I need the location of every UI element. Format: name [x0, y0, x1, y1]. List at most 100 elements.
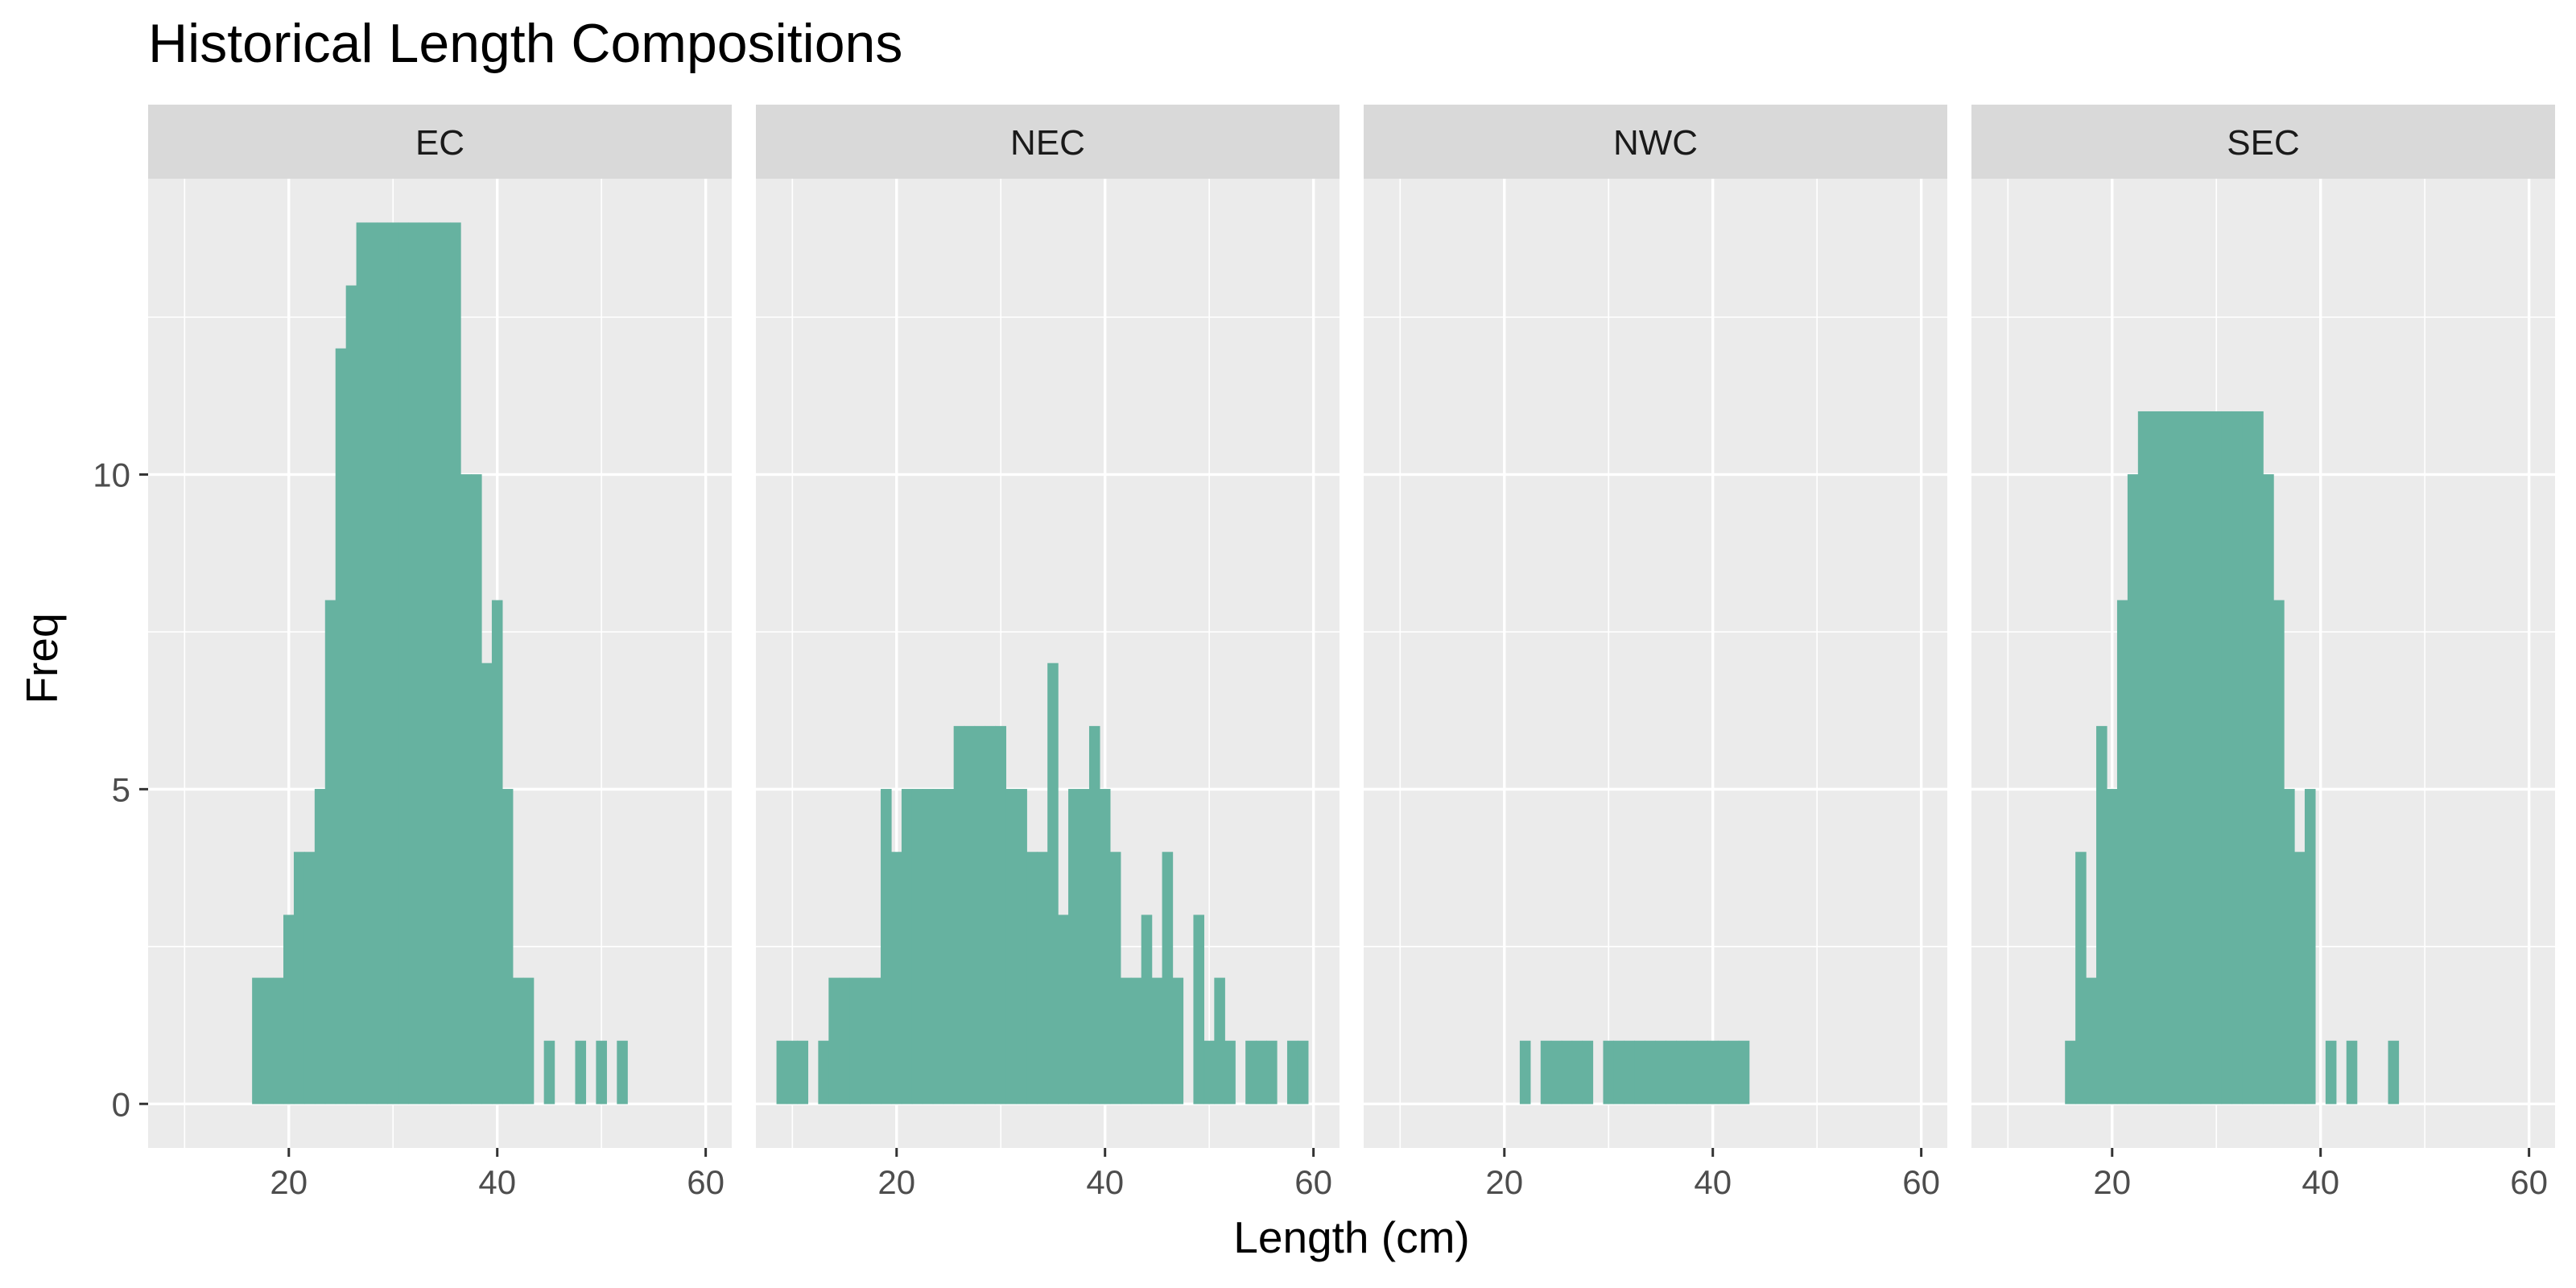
- histogram-bar: [293, 852, 305, 1104]
- histogram-bar: [512, 977, 524, 1104]
- facet-strip-label: NWC: [1613, 123, 1698, 163]
- histogram-bar: [2096, 725, 2107, 1104]
- x-tick-label: 40: [1086, 1163, 1124, 1201]
- facet-panel-ec: EC 20 40 60: [148, 105, 732, 1201]
- x-tick-label: 40: [1694, 1163, 1732, 1201]
- histogram-bar: [1141, 914, 1153, 1104]
- histogram-bar: [2158, 411, 2170, 1104]
- facet-strip-label: EC: [415, 123, 464, 163]
- histogram-bar: [2065, 1040, 2076, 1104]
- x-tick-label: 40: [2301, 1163, 2339, 1201]
- histogram-bar: [387, 222, 399, 1104]
- histogram-bar: [429, 222, 440, 1104]
- histogram-bar: [1224, 1040, 1236, 1104]
- histogram-bar: [2137, 411, 2149, 1104]
- histogram-bar: [617, 1040, 628, 1104]
- histogram-bar: [1151, 977, 1163, 1104]
- histogram-bar: [1550, 1040, 1563, 1104]
- histogram-bar: [1540, 1040, 1552, 1104]
- histogram-bar: [1624, 1040, 1635, 1104]
- histogram-bar: [2294, 852, 2306, 1104]
- histogram-bar: [1016, 789, 1027, 1104]
- histogram-bar: [870, 977, 881, 1104]
- histogram-bar: [828, 977, 840, 1104]
- facet-strip-label: NEC: [1010, 123, 1085, 163]
- histogram-bar: [1203, 1040, 1215, 1104]
- histogram-bar: [1676, 1040, 1687, 1104]
- histogram-bar: [1120, 977, 1132, 1104]
- histogram-bar: [1256, 1040, 1267, 1104]
- histogram-bar: [303, 852, 316, 1104]
- histogram-bar: [491, 600, 503, 1104]
- histogram-bar: [502, 789, 514, 1104]
- histogram-bar: [450, 222, 461, 1104]
- histogram-bar: [252, 977, 263, 1104]
- histogram-bar: [2179, 411, 2191, 1104]
- histogram-bar: [1655, 1040, 1666, 1104]
- histogram-bar: [2116, 600, 2128, 1104]
- histogram-bar: [345, 285, 357, 1104]
- histogram-bar: [797, 1040, 809, 1104]
- facet-panel-nec: NEC 20 40 60: [756, 105, 1340, 1201]
- histogram-bar: [1696, 1040, 1708, 1104]
- y-axis-title: Freq: [17, 613, 67, 704]
- histogram-bar: [818, 1040, 829, 1104]
- histogram-bar: [2221, 411, 2232, 1104]
- histogram-bar: [839, 977, 850, 1104]
- histogram-bar: [1297, 1040, 1309, 1104]
- histogram-bar: [891, 852, 902, 1104]
- histogram-bar: [985, 725, 997, 1104]
- x-tick-label: 60: [1294, 1163, 1332, 1201]
- histogram-bar: [440, 222, 451, 1104]
- histogram-bar: [2273, 600, 2285, 1104]
- histogram-bar: [356, 222, 368, 1104]
- histogram-bar: [2284, 789, 2295, 1104]
- x-tick-label: 20: [270, 1163, 308, 1201]
- histogram-bar: [860, 977, 871, 1104]
- histogram-bar: [964, 725, 976, 1104]
- histogram-bar: [1130, 977, 1142, 1104]
- histogram-bar: [1193, 914, 1204, 1104]
- x-tick-label: 20: [2093, 1163, 2131, 1201]
- histogram-bar: [335, 348, 347, 1104]
- histogram-bar: [1109, 852, 1121, 1104]
- histogram-bar: [2127, 474, 2139, 1104]
- histogram-bar: [2086, 977, 2097, 1104]
- histogram-bar: [314, 789, 326, 1104]
- histogram-bar: [398, 222, 409, 1104]
- histogram-bar: [1286, 1040, 1298, 1104]
- histogram-bar: [922, 789, 934, 1104]
- histogram-bar: [1068, 789, 1080, 1104]
- facet-strip: [1971, 105, 2555, 179]
- facet-panel-sec: SEC 20 40 60: [1971, 105, 2555, 1201]
- facet-strip: [148, 105, 732, 179]
- histogram-bar: [408, 222, 419, 1104]
- histogram-bar: [575, 1040, 587, 1104]
- histogram-bar: [1058, 914, 1069, 1104]
- histogram-bar: [522, 977, 535, 1104]
- histogram-bar: [481, 663, 493, 1104]
- facet-strip: [1364, 105, 1947, 179]
- x-tick-label: 60: [1902, 1163, 1940, 1201]
- histogram-bar: [1686, 1040, 1698, 1104]
- histogram-bar: [2388, 1040, 2400, 1104]
- histogram-bar: [2200, 411, 2212, 1104]
- histogram-bar: [324, 600, 336, 1104]
- histogram-bar: [596, 1040, 607, 1104]
- x-tick-label: 20: [1485, 1163, 1523, 1201]
- x-tick-label: 60: [687, 1163, 724, 1201]
- histogram-bar: [2242, 411, 2253, 1104]
- histogram-bar: [1582, 1040, 1594, 1104]
- histogram-bar: [1634, 1040, 1645, 1104]
- histogram-bar: [283, 914, 295, 1104]
- histogram-bar: [366, 222, 378, 1104]
- histogram-bar: [901, 789, 913, 1104]
- histogram-bar: [1088, 725, 1100, 1104]
- histogram-bar: [377, 222, 389, 1104]
- histogram-bar: [911, 789, 923, 1104]
- histogram-bar: [1037, 852, 1048, 1104]
- histogram-bar: [1266, 1040, 1278, 1104]
- histogram-bar: [460, 474, 472, 1104]
- facet-strip: [756, 105, 1340, 179]
